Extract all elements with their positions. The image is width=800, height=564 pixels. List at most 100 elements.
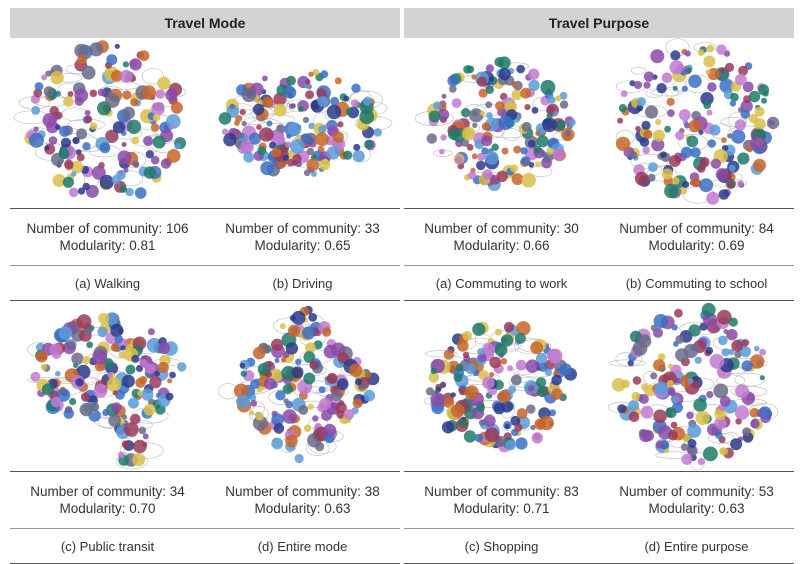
entire-mode-cell: Number of community: 38 Modularity: 0.63… [205,301,400,564]
network-node [86,341,94,349]
network-node [546,113,553,120]
network-node [682,181,690,188]
network-node [476,76,487,87]
network-node [439,148,445,155]
edge-loop [501,128,521,141]
network-node [628,411,640,422]
network-node [617,404,627,414]
network-node [713,383,729,399]
network-node [91,165,106,180]
network-node [507,365,514,372]
network-node [363,96,373,106]
network-node [72,136,80,145]
network-node [728,317,738,327]
network-node [354,378,362,386]
network-node [121,440,130,448]
network-svg [414,56,576,191]
network-node [335,402,347,414]
network-node [34,82,44,91]
network-node [681,85,688,92]
network-node [108,414,121,427]
network-node [250,400,258,407]
network-node [668,389,676,397]
network-node [425,387,435,396]
network-node [334,77,342,85]
network-node [667,363,673,369]
network-node [252,415,268,431]
commuting-school-network-graph [599,38,794,208]
network-node [528,68,540,80]
network-node [526,404,536,414]
network-node [267,361,273,368]
network-node [249,394,257,402]
network-node [295,358,302,365]
network-node [93,383,108,398]
network-node [81,65,96,80]
network-node [111,402,122,413]
network-svg [218,69,393,177]
network-node [430,367,437,374]
network-node [303,169,311,177]
network-node [486,112,493,119]
network-node [638,394,649,404]
network-node [653,359,666,372]
network-node [726,329,738,341]
network-node [89,122,98,130]
network-node [129,58,142,71]
network-node [60,137,72,148]
network-node [307,403,314,410]
network-node [440,134,447,141]
network-node [707,139,716,148]
network-node [494,343,508,357]
network-node [468,171,477,180]
network-node [146,337,162,353]
network-node [516,64,525,74]
network-node [58,148,70,159]
network-node [262,96,274,108]
network-node [317,96,329,107]
network-node [746,145,754,153]
modularity-value: Modularity: 0.66 [453,238,550,253]
network-node [141,388,154,401]
network-node [672,85,678,91]
network-node [297,106,304,112]
network-node [761,97,767,104]
network-node [67,341,76,350]
network-node [447,128,460,140]
network-node [98,313,110,324]
network-node [728,349,735,356]
network-node [269,141,277,149]
network-node [326,373,338,384]
edge-loop [720,117,748,127]
network-node [286,75,296,86]
network-node [477,152,486,161]
network-node [157,361,169,374]
network-node [715,431,723,439]
network-node [157,341,171,355]
network-node [643,81,651,89]
network-node [151,102,165,116]
network-node [298,405,309,415]
network-node [695,410,710,426]
network-node [697,458,705,466]
network-node [721,137,727,143]
network-node [754,345,760,352]
network-node [120,345,126,351]
network-node [729,100,737,107]
community-count: Number of community: 38 [225,484,380,499]
network-node [262,75,268,82]
network-node [721,348,730,357]
network-node [699,178,714,193]
network-node [481,147,489,155]
network-node [524,104,531,111]
network-node [680,146,693,159]
network-node [42,113,57,128]
network-node [342,150,353,160]
commuting-work-stats: Number of community: 30 Modularity: 0.66 [404,208,599,266]
entire-mode-stats: Number of community: 38 Modularity: 0.63 [205,471,400,529]
network-node [485,85,494,94]
edge-loop [142,68,164,85]
network-node [664,183,679,199]
network-node [474,433,483,443]
network-node [430,392,445,407]
